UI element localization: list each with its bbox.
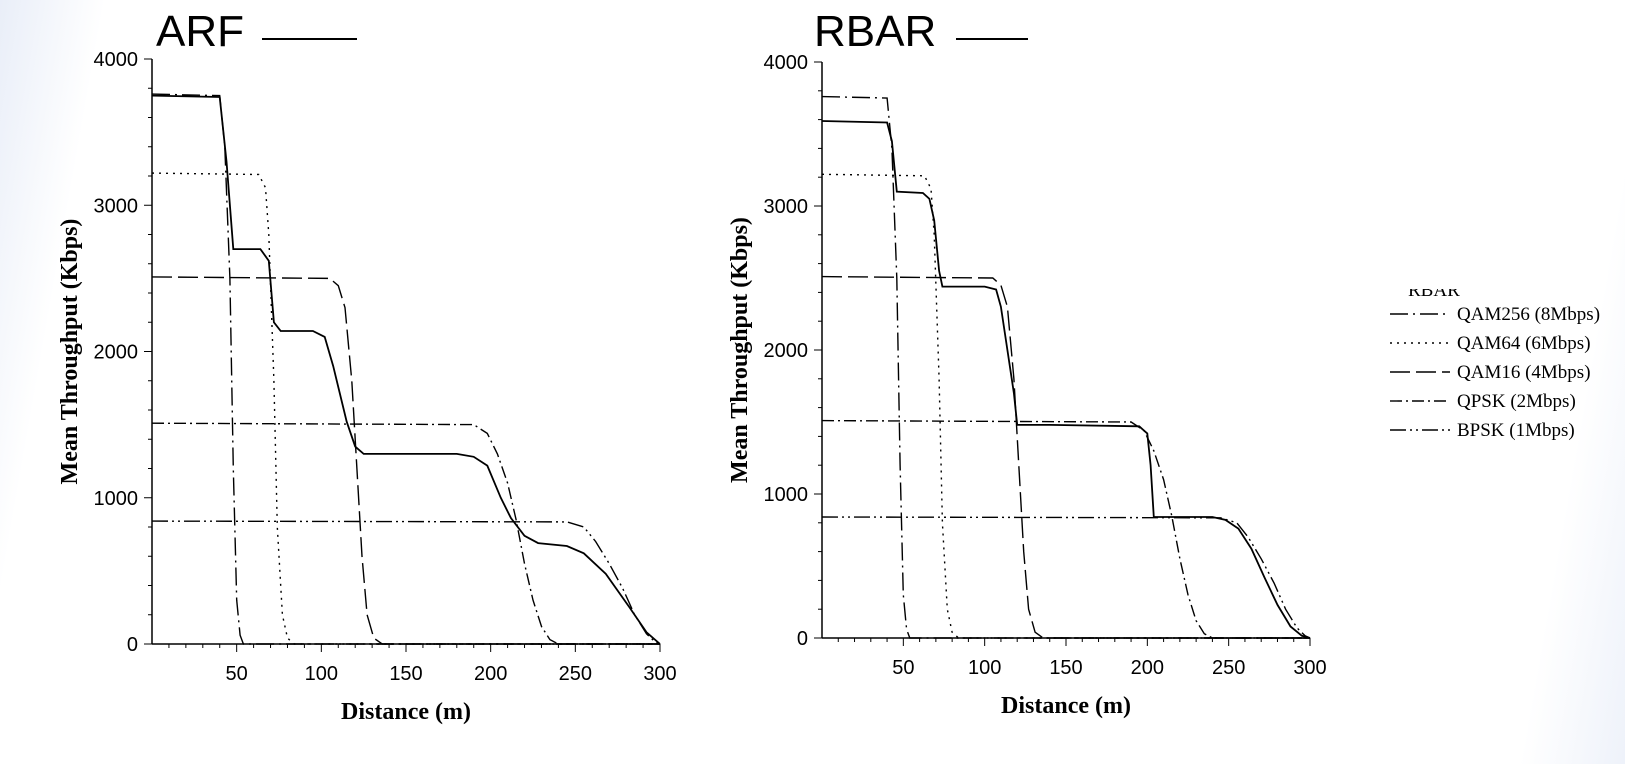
rbar-series-rbar [821, 120, 1311, 639]
arf-title-line-sample [262, 38, 357, 40]
chart-title-arf: ARF [156, 7, 244, 56]
arf-series-bpsk-1mbps [151, 520, 661, 645]
arf-y-axis-label: Mean Throughput (Kbps) [57, 219, 83, 485]
arf-y-tick-label: 2000 [94, 342, 139, 364]
rbar-x-axis-label: Distance (m) [1001, 693, 1131, 719]
rbar-y-tick-label: 1000 [764, 484, 809, 506]
rbar-y-tick-label: 2000 [764, 340, 809, 362]
legend-label-qam64-6mbps: QAM64 (6Mbps) [1457, 333, 1591, 354]
arf-y-tick-label: 4000 [94, 49, 139, 71]
arf-x-tick-label: 50 [226, 663, 248, 685]
arf-series-qpsk-2mbps [151, 422, 660, 645]
arf-x-tick-label: 150 [389, 663, 422, 685]
legend-label-bpsk-1mbps: BPSK (1Mbps) [1457, 420, 1575, 441]
rbar-series-qam64-6mbps [821, 173, 1310, 639]
rbar-series-bpsk-1mbps [821, 516, 1311, 639]
arf-x-tick-label: 200 [474, 663, 507, 685]
arf-x-tick-label: 250 [559, 663, 592, 685]
rbar-y-axis-label: Mean Throughput (Kbps) [727, 217, 753, 483]
arf-series-arf [151, 94, 661, 645]
rbar-y-tick-label: 0 [797, 628, 808, 650]
arf-x-tick-label: 100 [305, 663, 338, 685]
arf-y-tick-label: 0 [127, 634, 138, 656]
rbar-series-qpsk-2mbps [821, 419, 1310, 639]
rbar-x-tick-label: 100 [968, 657, 1001, 679]
legend-cut-off-label: RBAR [1408, 280, 1460, 301]
arf-series-qam256-8mbps [151, 93, 660, 645]
arf-y-tick-label: 3000 [94, 195, 139, 217]
arf-x-axis-label: Distance (m) [341, 699, 471, 725]
rbar-title-line-sample [956, 38, 1028, 40]
arf-x-tick-label: 300 [643, 663, 676, 685]
rbar-series-qam256-8mbps [821, 95, 1310, 639]
rbar-y-tick-label: 3000 [764, 196, 809, 218]
rbar-series-qam16-4mbps [821, 275, 1310, 639]
arf-series-qam16-4mbps [151, 276, 660, 645]
legend-label-qpsk-2mbps: QPSK (2Mbps) [1457, 391, 1576, 412]
chart-title-rbar: RBAR [814, 7, 937, 56]
legend-label-qam16-4mbps: QAM16 (4Mbps) [1457, 362, 1591, 383]
rbar-x-tick-label: 50 [892, 657, 914, 679]
rbar-x-tick-label: 200 [1131, 657, 1164, 679]
legend-label-qam256-8mbps: QAM256 (8Mbps) [1457, 304, 1600, 325]
rbar-x-tick-label: 150 [1049, 657, 1082, 679]
rbar-chart: 0 1000 2000 3000 4000 50 100 150 200 250 300 Distan… [727, 52, 1327, 719]
arf-y-tick-label: 1000 [94, 488, 139, 510]
arf-chart: 0 1000 2000 3000 4000 50 100 150 200 250 300 Distan… [57, 49, 677, 725]
rbar-y-tick-label: 4000 [764, 52, 809, 74]
legend: RBAR QAM256 (8Mbps) QAM64 (6Mbps) QAM16 (4M… [1390, 280, 1600, 441]
rbar-x-tick-label: 250 [1212, 657, 1245, 679]
rbar-x-tick-label: 300 [1293, 657, 1326, 679]
